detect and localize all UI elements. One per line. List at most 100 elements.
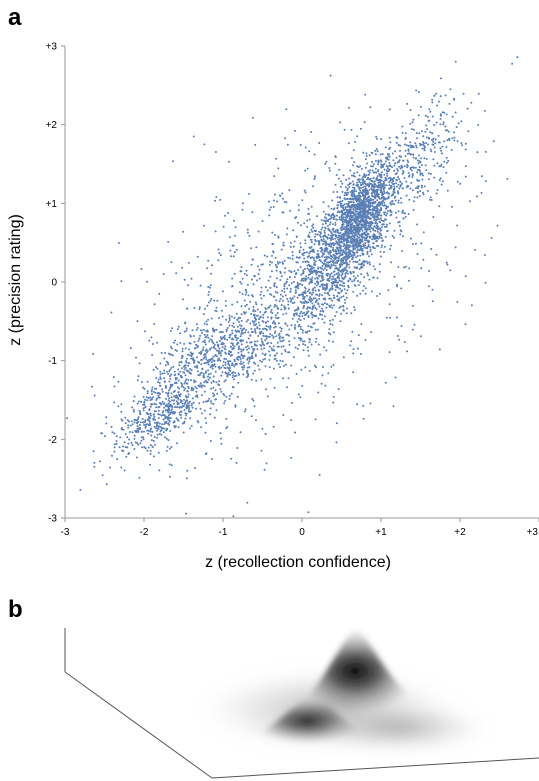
scatter-point — [331, 318, 334, 321]
scatter-point — [167, 372, 170, 375]
scatter-point — [185, 406, 188, 409]
scatter-point — [358, 197, 361, 200]
scatter-point — [373, 188, 376, 191]
scatter-point — [209, 440, 212, 442]
scatter-point — [329, 251, 332, 254]
scatter-point — [139, 421, 142, 424]
scatter-point — [326, 303, 328, 306]
scatter-point — [346, 224, 349, 226]
scatter-point — [367, 244, 370, 246]
scatter-point — [312, 223, 315, 226]
scatter-point — [323, 321, 326, 324]
scatter-point — [282, 414, 285, 416]
scatter-point — [352, 243, 355, 246]
scatter-point — [308, 265, 311, 268]
scatter-point — [255, 323, 258, 326]
scatter-point — [224, 300, 227, 302]
scatter-point — [154, 418, 156, 421]
scatter-point — [290, 419, 293, 422]
scatter-point — [239, 281, 242, 283]
scatter-point — [277, 262, 280, 265]
scatter-point — [123, 441, 126, 444]
scatter-point — [168, 424, 171, 426]
scatter-point — [331, 236, 334, 238]
scatter-point — [144, 423, 147, 426]
scatter-point — [167, 240, 170, 243]
scatter-point — [287, 334, 290, 337]
scatter-point — [260, 378, 263, 381]
scatter-point — [251, 294, 254, 297]
scatter-point — [173, 420, 176, 423]
scatter-point — [196, 396, 199, 398]
scatter-point — [185, 369, 188, 372]
scatter-point — [344, 238, 347, 240]
scatter-point — [301, 312, 304, 315]
scatter-point — [370, 253, 373, 256]
scatter-point — [317, 254, 320, 257]
scatter-point — [222, 392, 225, 395]
scatter-point — [187, 393, 190, 396]
scatter-point — [323, 262, 326, 265]
scatter-point — [361, 233, 364, 236]
scatter-point — [389, 248, 392, 251]
scatter-point — [234, 371, 237, 374]
scatter-point — [360, 273, 363, 276]
scatter-point — [275, 286, 278, 289]
scatter-point — [417, 91, 420, 93]
scatter-point — [436, 189, 439, 191]
scatter-point — [182, 230, 185, 233]
scatter-point — [318, 234, 321, 237]
density-peak-1 — [290, 628, 420, 715]
scatter-point — [267, 279, 270, 282]
scatter-point — [221, 371, 224, 374]
scatter-point — [281, 295, 284, 298]
scatter-point — [163, 372, 166, 375]
scatter-point — [239, 431, 242, 434]
scatter-point — [350, 128, 353, 131]
scatter-point — [228, 160, 230, 163]
scatter-point — [310, 343, 313, 346]
scatter-point — [294, 289, 297, 292]
scatter-point — [202, 401, 205, 403]
scatter-point — [279, 326, 282, 329]
scatter-point — [446, 189, 449, 192]
scatter-point — [342, 295, 345, 298]
scatter-point — [413, 196, 416, 199]
scatter-point — [385, 223, 388, 226]
scatter-point — [184, 394, 187, 397]
scatter-point — [408, 175, 411, 178]
scatter-point — [357, 232, 360, 235]
scatter-point — [364, 242, 367, 244]
scatter-point — [358, 263, 360, 266]
scatter-point — [261, 352, 264, 355]
scatter-point — [354, 226, 356, 229]
scatter-point — [323, 259, 326, 262]
scatter-point — [337, 232, 340, 235]
scatter-point — [352, 239, 355, 242]
scatter-point — [368, 221, 371, 224]
scatter-point — [210, 297, 213, 300]
scatter-point — [304, 344, 307, 346]
scatter-point — [298, 249, 301, 252]
scatter-point — [245, 346, 248, 349]
scatter-point — [297, 287, 300, 290]
scatter-point — [380, 176, 383, 179]
scatter-point — [155, 403, 158, 406]
scatter-point — [312, 185, 314, 188]
scatter-point — [345, 230, 348, 233]
scatter-point — [368, 188, 371, 191]
scatter-point — [184, 380, 187, 383]
scatter-point — [305, 278, 308, 281]
scatter-point — [381, 183, 384, 186]
scatter-point — [371, 169, 374, 172]
scatter-point — [148, 408, 151, 411]
scatter-point — [302, 305, 305, 308]
scatter-point — [223, 357, 226, 360]
scatter-point — [230, 345, 233, 348]
scatter-point — [329, 255, 332, 258]
scatter-point — [354, 238, 357, 241]
scatter-point — [160, 414, 163, 417]
scatter-point — [301, 283, 304, 286]
scatter-point — [332, 218, 335, 221]
scatter-point — [362, 404, 365, 407]
